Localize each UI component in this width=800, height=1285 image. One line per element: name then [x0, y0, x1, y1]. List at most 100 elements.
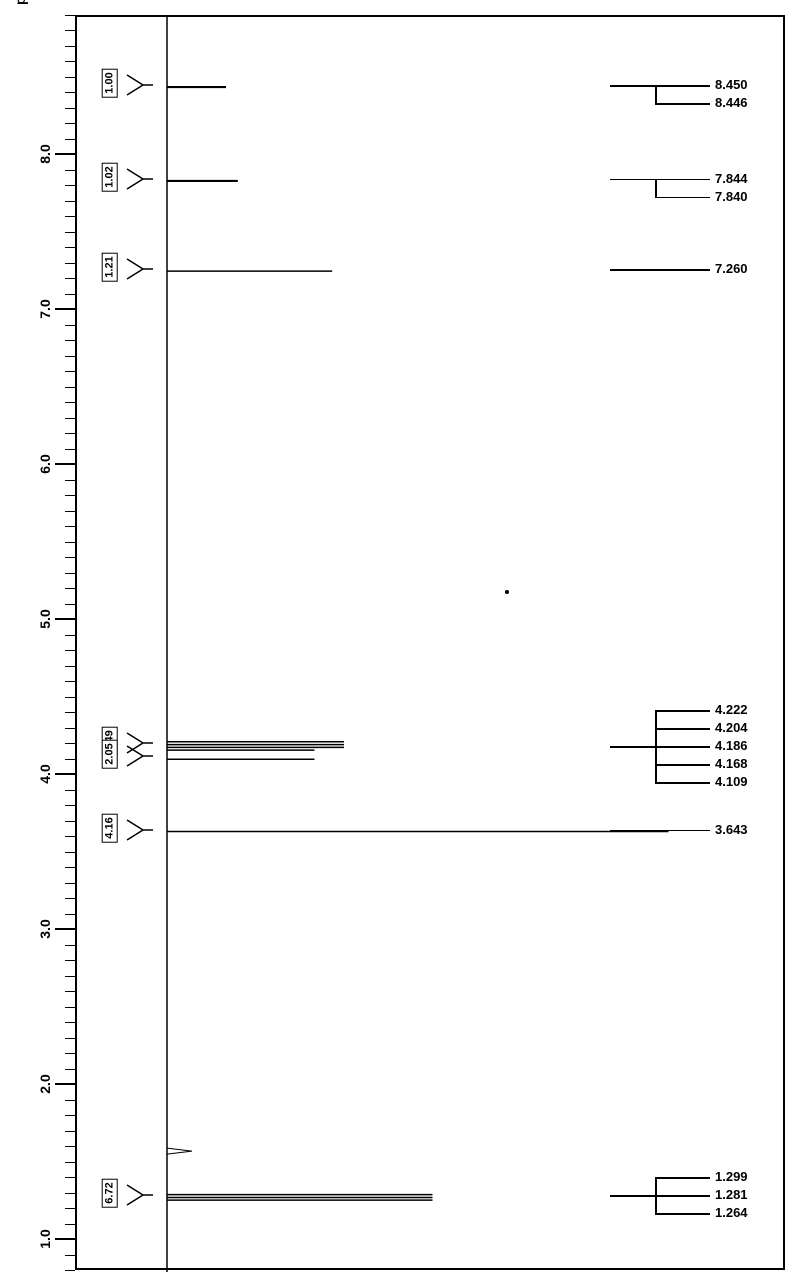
minor-tick — [65, 960, 75, 961]
nmr-plot-area — [75, 15, 785, 1270]
minor-tick — [65, 278, 75, 279]
minor-tick — [65, 914, 75, 915]
minor-tick — [65, 991, 75, 992]
peak-branch-vertical — [655, 85, 657, 103]
minor-tick — [65, 185, 75, 186]
minor-tick — [65, 743, 75, 744]
major-tick — [55, 153, 75, 155]
minor-tick — [65, 1100, 75, 1101]
major-tick — [55, 1083, 75, 1085]
minor-tick — [65, 604, 75, 605]
tick-label: 8.0 — [37, 139, 53, 169]
minor-tick — [65, 1069, 75, 1070]
minor-tick — [65, 650, 75, 651]
minor-tick — [65, 1131, 75, 1132]
peak-value-label: 1.281 — [715, 1187, 748, 1202]
tick-label: 2.0 — [37, 1069, 53, 1099]
minor-tick — [65, 557, 75, 558]
integral-value: 1.00 — [102, 68, 118, 97]
tick-label: 5.0 — [37, 604, 53, 634]
tick-label: 1.0 — [37, 1224, 53, 1254]
minor-tick — [65, 495, 75, 496]
minor-tick — [65, 728, 75, 729]
major-tick — [55, 928, 75, 930]
minor-tick — [65, 852, 75, 853]
minor-tick — [65, 325, 75, 326]
minor-tick — [65, 712, 75, 713]
peak-branch — [655, 746, 710, 748]
integral-value: 1.02 — [102, 162, 118, 191]
integral-value: 2.05 — [102, 739, 118, 768]
minor-tick — [65, 340, 75, 341]
peak-branch-vertical — [655, 179, 657, 197]
peak-branch — [655, 1195, 710, 1197]
minor-tick — [65, 1208, 75, 1209]
tick-label: 6.0 — [37, 449, 53, 479]
peak-branch — [655, 179, 710, 181]
peak-connector — [610, 85, 655, 87]
minor-tick — [65, 46, 75, 47]
peak-branch — [655, 1213, 710, 1215]
minor-tick — [65, 1177, 75, 1178]
minor-tick — [65, 1270, 75, 1271]
minor-tick — [65, 573, 75, 574]
minor-tick — [65, 433, 75, 434]
minor-tick — [65, 61, 75, 62]
peak-value-label: 4.168 — [715, 756, 748, 771]
minor-tick — [65, 294, 75, 295]
minor-tick — [65, 77, 75, 78]
minor-tick — [65, 1115, 75, 1116]
minor-tick — [65, 1224, 75, 1225]
peak-connector — [610, 269, 655, 271]
axis-title: ppm (f1) — [12, 0, 28, 5]
minor-tick — [65, 542, 75, 543]
tick-label: 7.0 — [37, 294, 53, 324]
integral-bracket-icon — [125, 744, 155, 768]
peak-value-label: 8.446 — [715, 95, 748, 110]
tick-label: 3.0 — [37, 914, 53, 944]
minor-tick — [65, 232, 75, 233]
minor-tick — [65, 836, 75, 837]
peak-branch — [655, 728, 710, 730]
integral-bracket-icon — [125, 1183, 155, 1207]
peak-value-label: 7.840 — [715, 189, 748, 204]
minor-tick — [65, 976, 75, 977]
integral-bracket-icon — [125, 167, 155, 191]
peak-branch — [655, 269, 710, 271]
peak-value-label: 8.450 — [715, 77, 748, 92]
minor-tick — [65, 15, 75, 16]
peak-value-label: 3.643 — [715, 822, 748, 837]
minor-tick — [65, 418, 75, 419]
minor-tick — [65, 697, 75, 698]
minor-tick — [65, 867, 75, 868]
minor-tick — [65, 30, 75, 31]
peak-branch — [655, 103, 710, 105]
peak-connector — [610, 830, 655, 832]
major-tick — [55, 618, 75, 620]
minor-tick — [65, 480, 75, 481]
peak-connector — [610, 179, 655, 181]
minor-tick — [65, 666, 75, 667]
minor-tick — [65, 526, 75, 527]
minor-tick — [65, 108, 75, 109]
integral-bracket-icon — [125, 73, 155, 97]
peak-branch — [655, 85, 710, 87]
minor-tick — [65, 1022, 75, 1023]
minor-tick — [65, 883, 75, 884]
minor-tick — [65, 1255, 75, 1256]
major-tick — [55, 773, 75, 775]
peak-branch — [655, 782, 710, 784]
peak-branch — [655, 197, 710, 199]
peak-branch — [655, 764, 710, 766]
minor-tick — [65, 449, 75, 450]
minor-tick — [65, 139, 75, 140]
minor-tick — [65, 123, 75, 124]
minor-tick — [65, 790, 75, 791]
tick-label: 4.0 — [37, 759, 53, 789]
minor-tick — [65, 263, 75, 264]
integral-value: 6.72 — [102, 1179, 118, 1208]
peak-value-label: 7.260 — [715, 261, 748, 276]
minor-tick — [65, 1038, 75, 1039]
peak-value-label: 4.186 — [715, 738, 748, 753]
peak-value-label: 4.222 — [715, 702, 748, 717]
